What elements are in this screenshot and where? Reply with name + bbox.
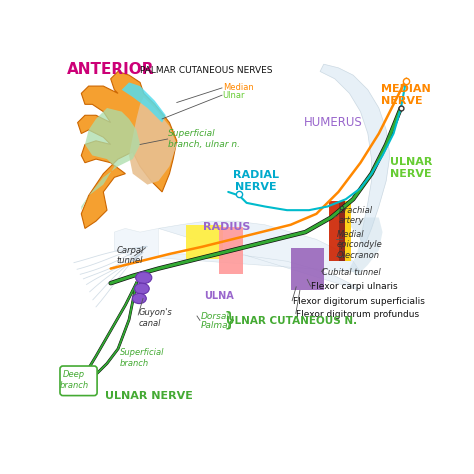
Text: Guyon's
canal: Guyon's canal [138, 308, 172, 328]
Bar [339, 201, 346, 261]
Text: Palmar: Palmar [201, 320, 232, 329]
Text: Ulnar: Ulnar [223, 91, 245, 100]
Text: Superficial
branch: Superficial branch [120, 348, 164, 368]
Text: Flexor digitorum profundus: Flexor digitorum profundus [296, 310, 419, 319]
Text: }: } [224, 311, 237, 330]
Text: ULNAR
NERVE: ULNAR NERVE [390, 157, 432, 179]
Text: Flexor carpi ulnaris: Flexor carpi ulnaris [311, 283, 398, 292]
Text: ANTERIOR: ANTERIOR [66, 63, 154, 77]
Text: ULNA: ULNA [204, 291, 234, 301]
Text: MEDIAN
NERVE: MEDIAN NERVE [381, 84, 430, 106]
Text: PALMAR CUTANEOUS NERVES: PALMAR CUTANEOUS NERVES [140, 66, 273, 75]
Polygon shape [155, 221, 360, 291]
Text: ULNAR CUTANEOUS N.: ULNAR CUTANEOUS N. [227, 317, 357, 327]
Bar [219, 227, 243, 274]
FancyBboxPatch shape [60, 366, 97, 396]
Text: Carpal
tunnel: Carpal tunnel [116, 246, 144, 265]
Text: Olecranon: Olecranon [337, 251, 380, 260]
Text: Flexor digitorum superficialis: Flexor digitorum superficialis [292, 297, 424, 306]
Bar [329, 201, 339, 261]
Text: Deep
branch: Deep branch [59, 370, 89, 390]
Ellipse shape [132, 293, 146, 304]
Polygon shape [320, 64, 390, 246]
Text: RADIUS: RADIUS [203, 222, 250, 232]
Text: Cubital tunnel: Cubital tunnel [322, 268, 381, 277]
Text: RADIAL
NERVE: RADIAL NERVE [233, 170, 279, 192]
Bar [346, 201, 351, 261]
Ellipse shape [136, 272, 152, 283]
Ellipse shape [135, 283, 149, 294]
Text: Brachial
artery: Brachial artery [338, 206, 373, 225]
Bar [291, 248, 324, 291]
Text: Median: Median [223, 83, 254, 92]
Text: Medial
epicondyle: Medial epicondyle [337, 230, 383, 249]
Bar [186, 225, 223, 259]
Text: ULNAR NERVE: ULNAR NERVE [105, 392, 193, 401]
Polygon shape [349, 218, 383, 276]
Text: HUMERUS: HUMERUS [303, 116, 362, 129]
Polygon shape [114, 228, 158, 261]
Polygon shape [78, 72, 177, 228]
Polygon shape [122, 82, 166, 123]
Polygon shape [129, 97, 177, 185]
Polygon shape [82, 108, 140, 210]
Text: Dorsal: Dorsal [201, 311, 229, 320]
Text: Superficial
branch, ulnar n.: Superficial branch, ulnar n. [168, 129, 240, 149]
